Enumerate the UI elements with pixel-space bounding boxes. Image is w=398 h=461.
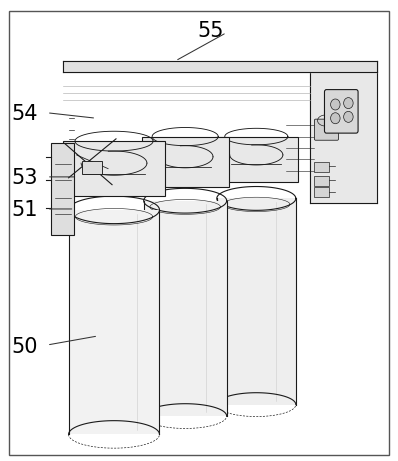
FancyBboxPatch shape	[314, 162, 330, 172]
Circle shape	[343, 112, 353, 122]
Polygon shape	[51, 143, 74, 235]
FancyBboxPatch shape	[314, 176, 330, 186]
Text: 53: 53	[12, 168, 38, 188]
Text: 54: 54	[12, 104, 38, 124]
FancyBboxPatch shape	[324, 89, 358, 133]
Circle shape	[331, 99, 340, 110]
Polygon shape	[142, 136, 228, 187]
FancyBboxPatch shape	[314, 187, 330, 197]
Polygon shape	[215, 136, 298, 183]
Polygon shape	[62, 141, 166, 196]
Circle shape	[343, 98, 353, 109]
Polygon shape	[68, 210, 160, 434]
Circle shape	[331, 113, 340, 124]
FancyBboxPatch shape	[314, 119, 339, 140]
Text: 51: 51	[12, 200, 38, 220]
FancyBboxPatch shape	[82, 161, 102, 174]
Text: 55: 55	[197, 21, 224, 41]
Text: 50: 50	[12, 337, 38, 357]
Polygon shape	[144, 201, 227, 416]
Polygon shape	[217, 198, 296, 405]
